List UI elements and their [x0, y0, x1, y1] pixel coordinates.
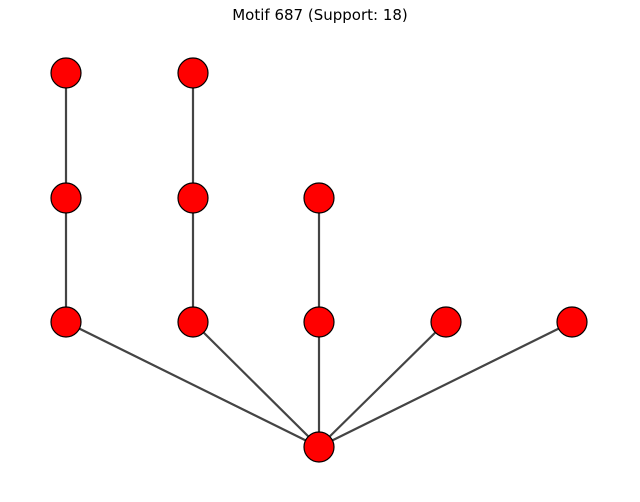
- node-n7: [177, 306, 209, 338]
- node-n8: [303, 306, 335, 338]
- node-n5: [303, 182, 335, 214]
- node-n10: [556, 306, 588, 338]
- edge-n6-n11: [65, 321, 320, 448]
- node-n11: [303, 431, 335, 463]
- edge-n9-n11: [318, 321, 447, 448]
- figure-title: Motif 687 (Support: 18): [232, 6, 408, 24]
- node-n2: [177, 57, 209, 89]
- node-n6: [50, 306, 82, 338]
- edge-n10-n11: [318, 321, 573, 448]
- edge-n7-n11: [192, 321, 320, 448]
- node-n4: [177, 182, 209, 214]
- node-n1: [50, 57, 82, 89]
- node-n9: [430, 306, 462, 338]
- edges-layer: [64, 73, 573, 448]
- node-n3: [50, 182, 82, 214]
- nodes-layer: [50, 57, 588, 463]
